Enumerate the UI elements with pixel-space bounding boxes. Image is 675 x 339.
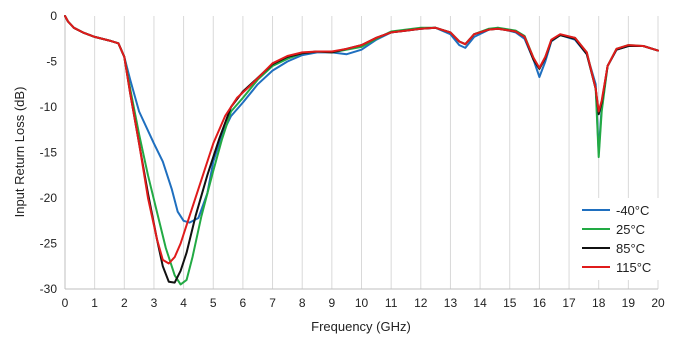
- x-tick-label: 14: [473, 296, 487, 310]
- legend: -40°C 25°C 85°C 115°C: [576, 198, 660, 280]
- x-tick-label: 13: [444, 296, 458, 310]
- x-tick-label: 6: [240, 296, 247, 310]
- axes: [64, 16, 658, 290]
- y-tick-label: -20: [40, 191, 58, 205]
- y-tick-label: -5: [46, 55, 57, 69]
- x-tick-label: 10: [355, 296, 369, 310]
- series-lines: [64, 15, 659, 286]
- x-tick-label: 1: [91, 296, 98, 310]
- x-tick-label: 3: [151, 296, 158, 310]
- legend-label: 25°C: [616, 222, 645, 237]
- x-tick-label: 5: [210, 296, 217, 310]
- x-tick-label: 4: [180, 296, 187, 310]
- x-tick-label: 15: [503, 296, 517, 310]
- y-tick-label: -25: [40, 237, 58, 251]
- x-tick-label: 20: [651, 296, 665, 310]
- legend-label: -40°C: [616, 203, 649, 218]
- x-tick-labels: 0 1 2 3 4 5 6 7 8 9 10 11 12 13 14 15 16 17 18 19 20: [62, 296, 665, 310]
- y-tick-label: -30: [40, 282, 58, 296]
- y-axis-title: Input Return Loss (dB): [12, 87, 27, 218]
- x-tick-label: 12: [414, 296, 428, 310]
- x-tick-label: 7: [269, 296, 276, 310]
- x-tick-label: 17: [562, 296, 576, 310]
- y-tick-label: -10: [40, 100, 58, 114]
- y-tick-label: -15: [40, 146, 58, 160]
- legend-label: 85°C: [616, 241, 645, 256]
- x-tick-label: 19: [622, 296, 636, 310]
- x-axis-title: Frequency (GHz): [311, 319, 411, 334]
- legend-label: 115°C: [616, 260, 651, 275]
- series-line: [64, 15, 659, 265]
- y-tick-labels: 0 -5 -10 -15 -20 -25 -30: [40, 9, 58, 296]
- x-tick-label: 16: [533, 296, 547, 310]
- x-tick-label: 9: [329, 296, 336, 310]
- x-tick-label: 18: [592, 296, 606, 310]
- x-tick-label: 11: [385, 296, 398, 310]
- x-tick-label: 8: [299, 296, 306, 310]
- x-tick-label: 2: [121, 296, 128, 310]
- y-tick-label: 0: [50, 9, 57, 23]
- x-tick-label: 0: [62, 296, 69, 310]
